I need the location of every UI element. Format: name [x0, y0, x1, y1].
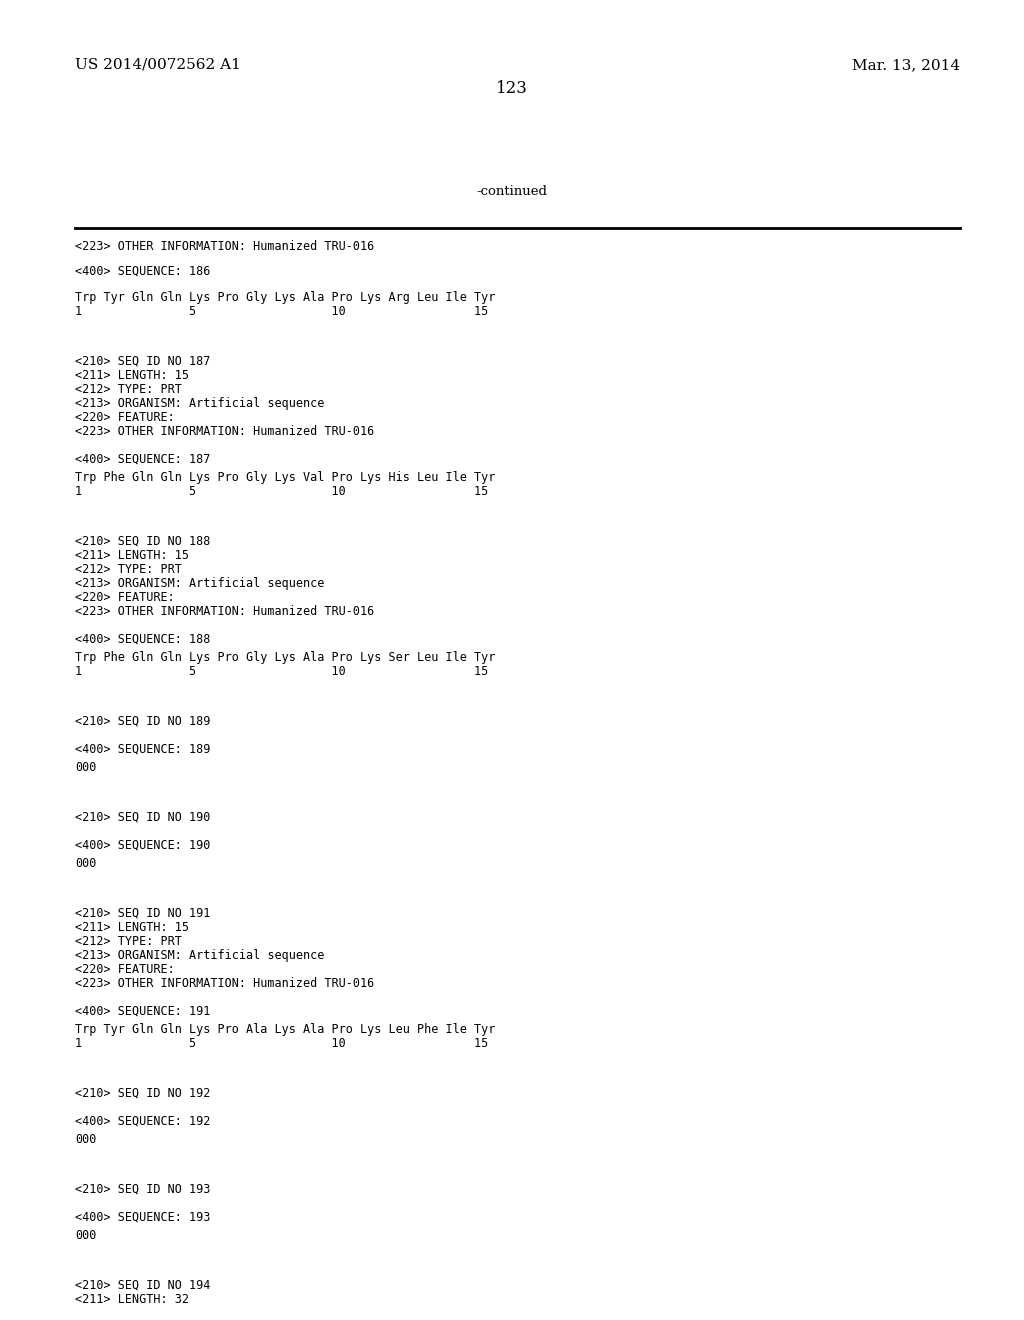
Text: <220> FEATURE:: <220> FEATURE:: [75, 964, 175, 975]
Text: <212> TYPE: PRT: <212> TYPE: PRT: [75, 564, 182, 576]
Text: 000: 000: [75, 1133, 96, 1146]
Text: <213> ORGANISM: Artificial sequence: <213> ORGANISM: Artificial sequence: [75, 949, 325, 962]
Text: <400> SEQUENCE: 192: <400> SEQUENCE: 192: [75, 1115, 210, 1129]
Text: Trp Tyr Gln Gln Lys Pro Ala Lys Ala Pro Lys Leu Phe Ile Tyr: Trp Tyr Gln Gln Lys Pro Ala Lys Ala Pro …: [75, 1023, 496, 1036]
Text: <400> SEQUENCE: 191: <400> SEQUENCE: 191: [75, 1005, 210, 1018]
Text: <212> TYPE: PRT: <212> TYPE: PRT: [75, 935, 182, 948]
Text: 123: 123: [496, 81, 528, 96]
Text: <223> OTHER INFORMATION: Humanized TRU-016: <223> OTHER INFORMATION: Humanized TRU-0…: [75, 977, 374, 990]
Text: <223> OTHER INFORMATION: Humanized TRU-016: <223> OTHER INFORMATION: Humanized TRU-0…: [75, 605, 374, 618]
Text: <212> TYPE: PRT: <212> TYPE: PRT: [75, 383, 182, 396]
Text: <400> SEQUENCE: 187: <400> SEQUENCE: 187: [75, 453, 210, 466]
Text: 1               5                   10                  15: 1 5 10 15: [75, 1038, 488, 1049]
Text: Trp Phe Gln Gln Lys Pro Gly Lys Ala Pro Lys Ser Leu Ile Tyr: Trp Phe Gln Gln Lys Pro Gly Lys Ala Pro …: [75, 651, 496, 664]
Text: -continued: -continued: [476, 185, 548, 198]
Text: <211> LENGTH: 15: <211> LENGTH: 15: [75, 921, 189, 935]
Text: <210> SEQ ID NO 194: <210> SEQ ID NO 194: [75, 1279, 210, 1292]
Text: US 2014/0072562 A1: US 2014/0072562 A1: [75, 58, 241, 73]
Text: <211> LENGTH: 15: <211> LENGTH: 15: [75, 370, 189, 381]
Text: <400> SEQUENCE: 186: <400> SEQUENCE: 186: [75, 265, 210, 279]
Text: 000: 000: [75, 762, 96, 774]
Text: 000: 000: [75, 1229, 96, 1242]
Text: Trp Tyr Gln Gln Lys Pro Gly Lys Ala Pro Lys Arg Leu Ile Tyr: Trp Tyr Gln Gln Lys Pro Gly Lys Ala Pro …: [75, 290, 496, 304]
Text: <210> SEQ ID NO 191: <210> SEQ ID NO 191: [75, 907, 210, 920]
Text: Trp Phe Gln Gln Lys Pro Gly Lys Val Pro Lys His Leu Ile Tyr: Trp Phe Gln Gln Lys Pro Gly Lys Val Pro …: [75, 471, 496, 484]
Text: <210> SEQ ID NO 192: <210> SEQ ID NO 192: [75, 1086, 210, 1100]
Text: <211> LENGTH: 15: <211> LENGTH: 15: [75, 549, 189, 562]
Text: Mar. 13, 2014: Mar. 13, 2014: [852, 58, 961, 73]
Text: <210> SEQ ID NO 190: <210> SEQ ID NO 190: [75, 810, 210, 824]
Text: <400> SEQUENCE: 190: <400> SEQUENCE: 190: [75, 840, 210, 851]
Text: 1               5                   10                  15: 1 5 10 15: [75, 665, 488, 678]
Text: <400> SEQUENCE: 188: <400> SEQUENCE: 188: [75, 634, 210, 645]
Text: <213> ORGANISM: Artificial sequence: <213> ORGANISM: Artificial sequence: [75, 577, 325, 590]
Text: <400> SEQUENCE: 193: <400> SEQUENCE: 193: [75, 1210, 210, 1224]
Text: <210> SEQ ID NO 189: <210> SEQ ID NO 189: [75, 715, 210, 729]
Text: 1               5                   10                  15: 1 5 10 15: [75, 305, 488, 318]
Text: <210> SEQ ID NO 188: <210> SEQ ID NO 188: [75, 535, 210, 548]
Text: <210> SEQ ID NO 187: <210> SEQ ID NO 187: [75, 355, 210, 368]
Text: <400> SEQUENCE: 189: <400> SEQUENCE: 189: [75, 743, 210, 756]
Text: <211> LENGTH: 32: <211> LENGTH: 32: [75, 1294, 189, 1305]
Text: 1               5                   10                  15: 1 5 10 15: [75, 484, 488, 498]
Text: <210> SEQ ID NO 193: <210> SEQ ID NO 193: [75, 1183, 210, 1196]
Text: <220> FEATURE:: <220> FEATURE:: [75, 591, 175, 605]
Text: <223> OTHER INFORMATION: Humanized TRU-016: <223> OTHER INFORMATION: Humanized TRU-0…: [75, 240, 374, 253]
Text: 000: 000: [75, 857, 96, 870]
Text: <223> OTHER INFORMATION: Humanized TRU-016: <223> OTHER INFORMATION: Humanized TRU-0…: [75, 425, 374, 438]
Text: <213> ORGANISM: Artificial sequence: <213> ORGANISM: Artificial sequence: [75, 397, 325, 411]
Text: <220> FEATURE:: <220> FEATURE:: [75, 411, 175, 424]
